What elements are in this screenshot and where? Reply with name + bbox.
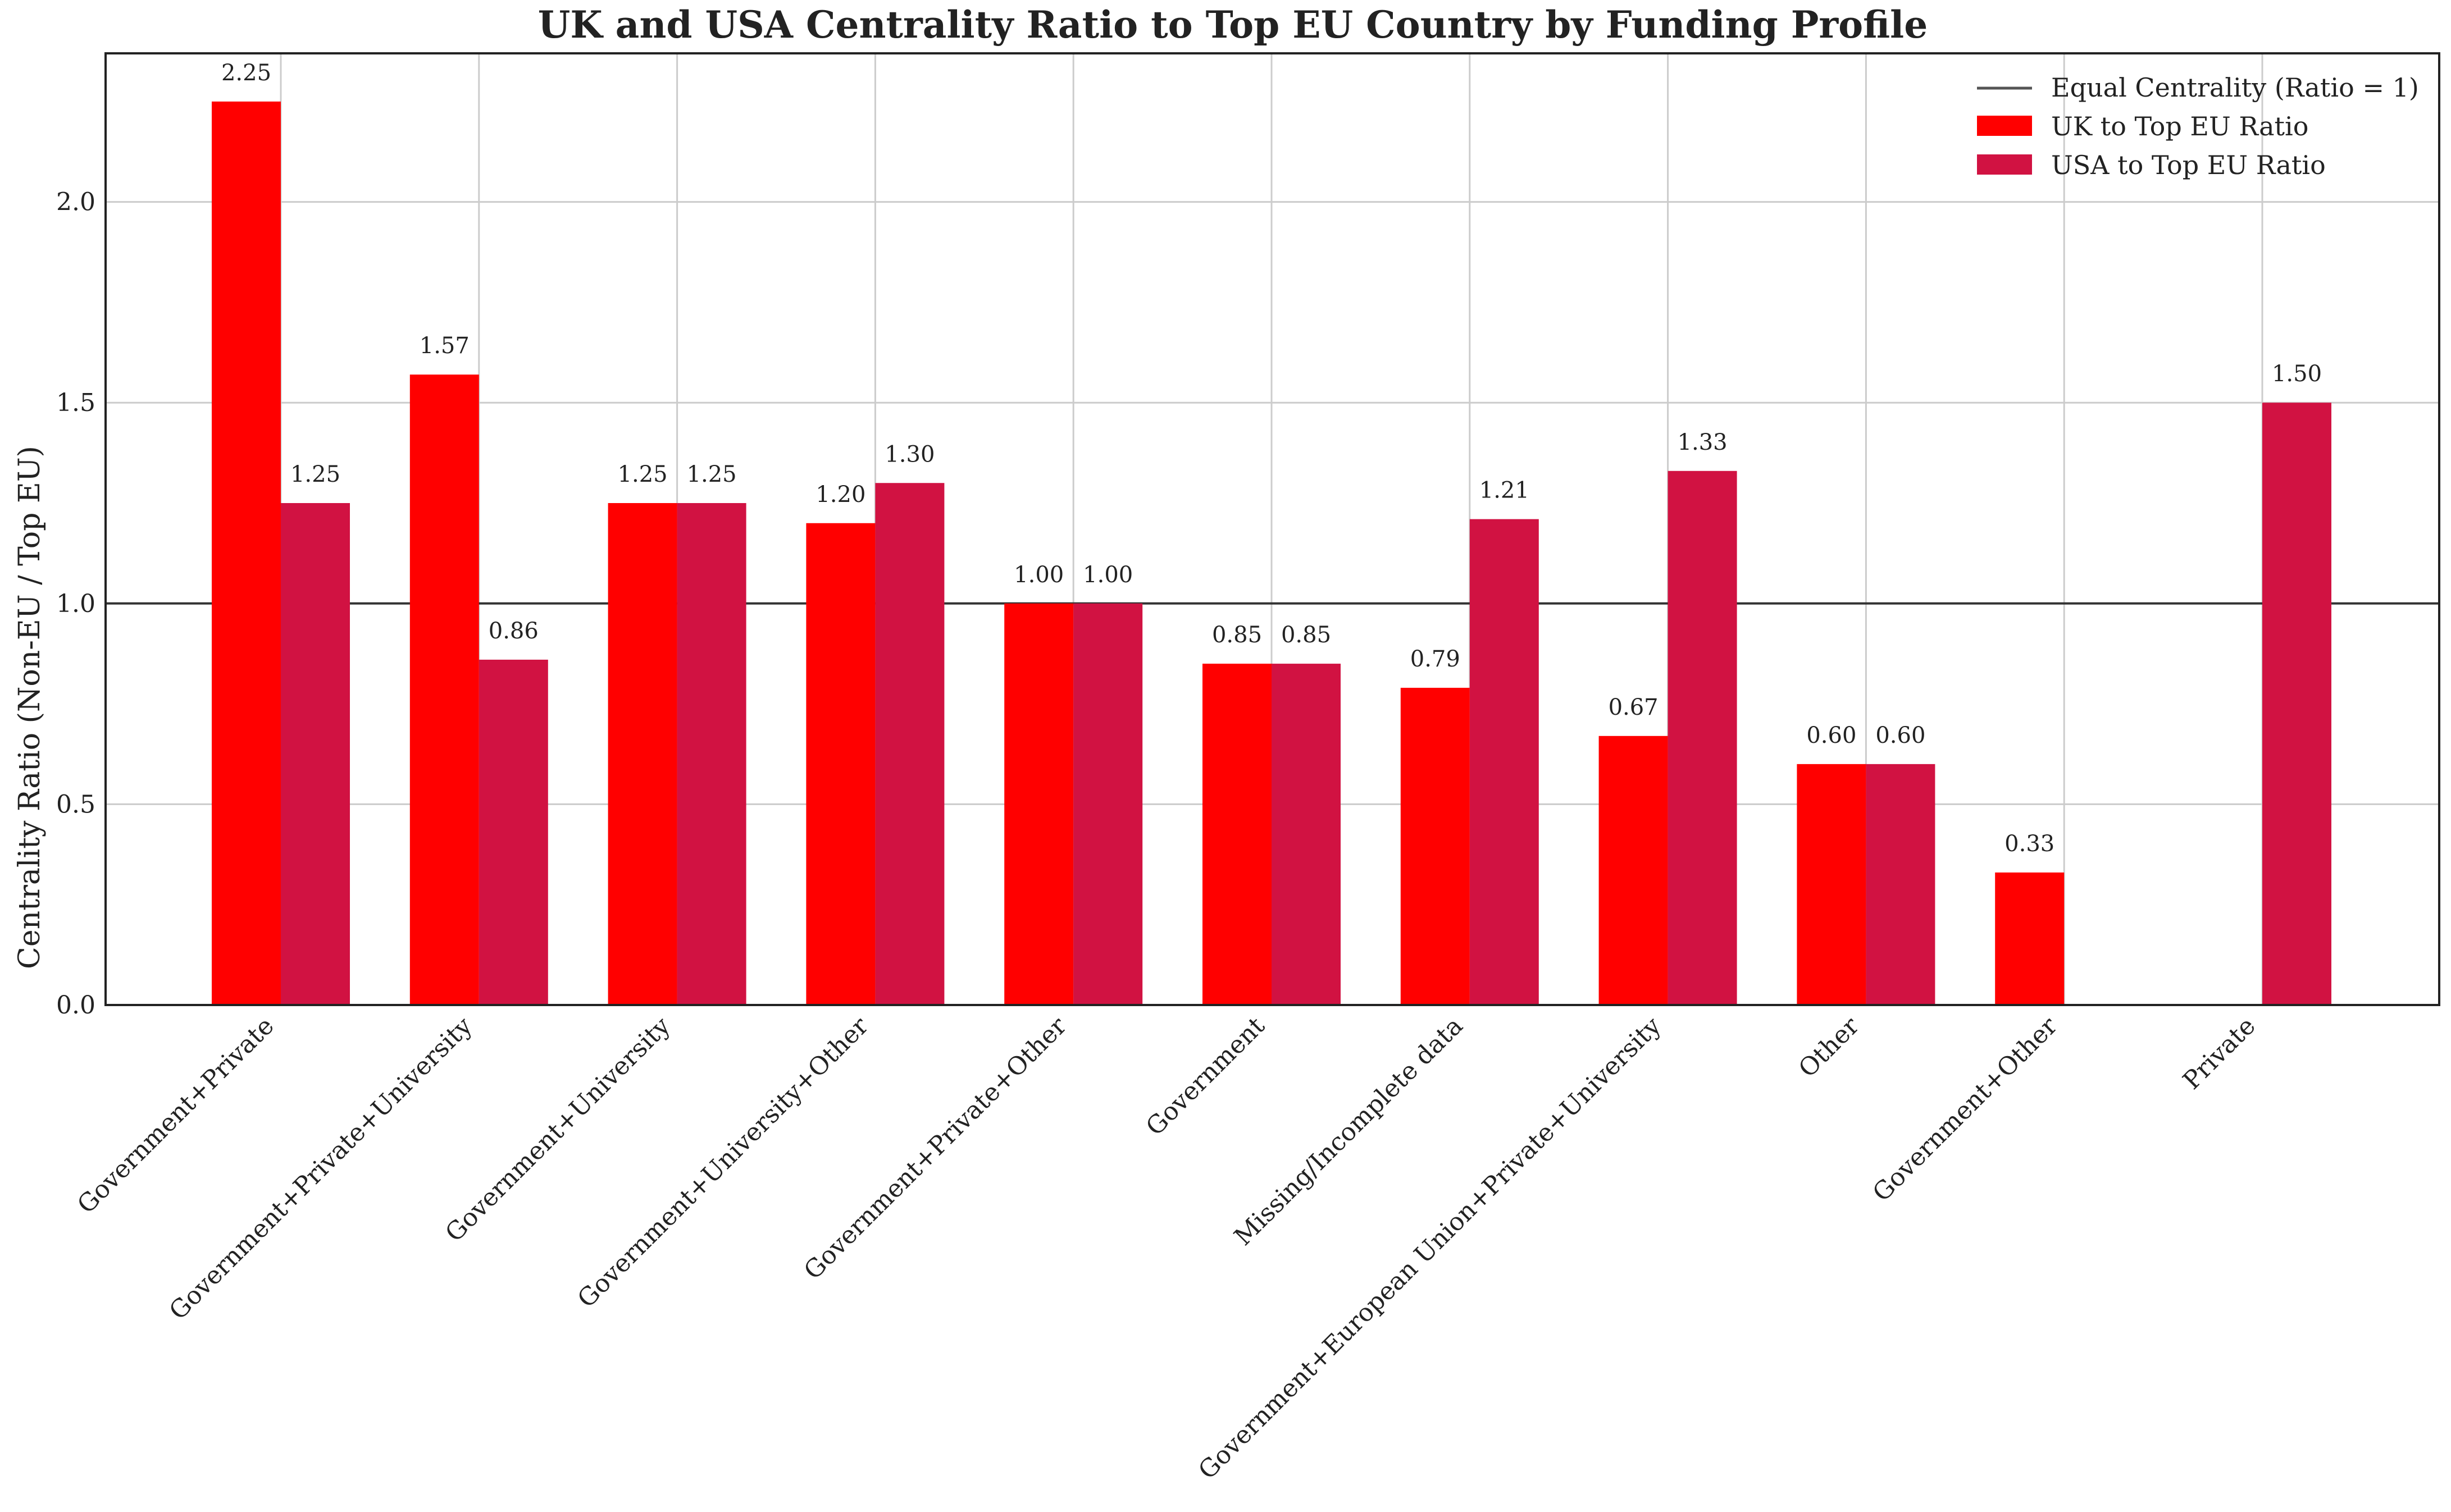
- usa-bar-value-label: 1.30: [885, 441, 935, 467]
- usa-bar-value-label: 1.25: [290, 462, 340, 487]
- uk-bar-value-label: 1.25: [618, 462, 668, 487]
- uk-bar-value-label: 1.20: [816, 482, 865, 508]
- uk-bar: [1797, 764, 1866, 1005]
- uk-bar-value-label: 0.85: [1212, 622, 1262, 648]
- x-tick-label: Private: [2177, 1012, 2261, 1095]
- y-tick-label: 0.0: [56, 991, 95, 1020]
- uk-bar: [212, 101, 281, 1006]
- usa-bar: [875, 483, 945, 1005]
- y-tick-label: 1.0: [56, 590, 95, 618]
- uk-bar: [1598, 736, 1668, 1005]
- usa-bar: [479, 659, 548, 1005]
- uk-bar-value-label: 1.00: [1014, 562, 1064, 588]
- usa-bar-value-label: 0.86: [489, 618, 539, 644]
- uk-bar: [1202, 664, 1272, 1005]
- y-tick-label: 1.5: [56, 389, 95, 417]
- y-axis-label: Centrality Ratio (Non-EU / Top EU): [13, 446, 47, 969]
- y-axis-ticks: 0.0 0.5 1.0 1.5 2.0: [56, 188, 95, 1020]
- usa-bar-value-label: 1.00: [1083, 562, 1133, 588]
- usa-bar-value-label: 0.85: [1281, 622, 1331, 648]
- uk-bar: [1995, 872, 2065, 1005]
- usa-bar-value-label: 0.60: [1875, 723, 1925, 748]
- legend-usa-swatch: [1977, 154, 2032, 175]
- legend-uk-swatch: [1977, 116, 2032, 136]
- usa-bar: [1668, 470, 1737, 1005]
- x-tick-label: Government+Private: [72, 1012, 280, 1219]
- legend-reference-label: Equal Centrality (Ratio = 1): [2051, 72, 2419, 103]
- uk-bar-value-label: 2.25: [221, 60, 271, 86]
- x-tick-label: Other: [1793, 1011, 1865, 1083]
- x-tick-label: Government+University: [440, 1012, 676, 1248]
- uk-bar-value-label: 0.67: [1609, 695, 1659, 720]
- y-tick-label: 0.5: [56, 790, 95, 819]
- x-tick-label: Government: [1141, 1011, 1270, 1141]
- y-tick-label: 2.0: [56, 188, 95, 217]
- uk-bar-value-label: 0.33: [2004, 831, 2054, 857]
- usa-bar: [1073, 603, 1143, 1005]
- usa-bar: [1469, 519, 1539, 1005]
- x-tick-label: Government+Other: [1867, 1011, 2063, 1207]
- usa-bar-value-label: 1.50: [2272, 361, 2322, 387]
- uk-bar: [1400, 688, 1470, 1005]
- uk-bar-value-label: 0.60: [1806, 723, 1856, 748]
- uk-bar: [1004, 603, 1074, 1005]
- uk-bar: [409, 374, 479, 1006]
- chart-title: UK and USA Centrality Ratio to Top EU Co…: [538, 3, 1928, 47]
- legend-usa-label: USA to Top EU Ratio: [2051, 150, 2326, 180]
- x-tick-label: Government+European Union+Private+Univer…: [1193, 1012, 1666, 1485]
- usa-bar: [281, 503, 350, 1005]
- uk-bar: [608, 503, 677, 1005]
- uk-bar: [806, 523, 876, 1005]
- bar-value-labels: 2.25 1.57 1.25 1.20 1.00 0.85 0.79 0.67 0.60 0.33…: [221, 60, 2322, 857]
- bars: [212, 101, 2331, 1006]
- uk-bar-value-label: 0.79: [1410, 646, 1460, 672]
- x-axis-ticks: Government+PrivateGovernment+Private+Uni…: [72, 1011, 2261, 1485]
- legend: Equal Centrality (Ratio = 1) UK to Top E…: [1977, 72, 2419, 180]
- usa-bar-value-label: 1.33: [1678, 430, 1728, 455]
- usa-bar: [1866, 764, 1935, 1005]
- usa-bar: [1272, 664, 1341, 1005]
- usa-bar-value-label: 1.21: [1479, 478, 1529, 504]
- usa-bar: [2262, 403, 2331, 1005]
- plot-frame: [104, 52, 2440, 1006]
- usa-bar: [677, 503, 746, 1005]
- uk-bar-value-label: 1.57: [420, 333, 470, 359]
- usa-bar-value-label: 1.25: [687, 462, 737, 487]
- x-tick-label: Missing/Incomplete data: [1229, 1012, 1469, 1251]
- x-tick-label: Government+Private+University: [164, 1012, 478, 1326]
- legend-uk-label: UK to Top EU Ratio: [2051, 111, 2308, 141]
